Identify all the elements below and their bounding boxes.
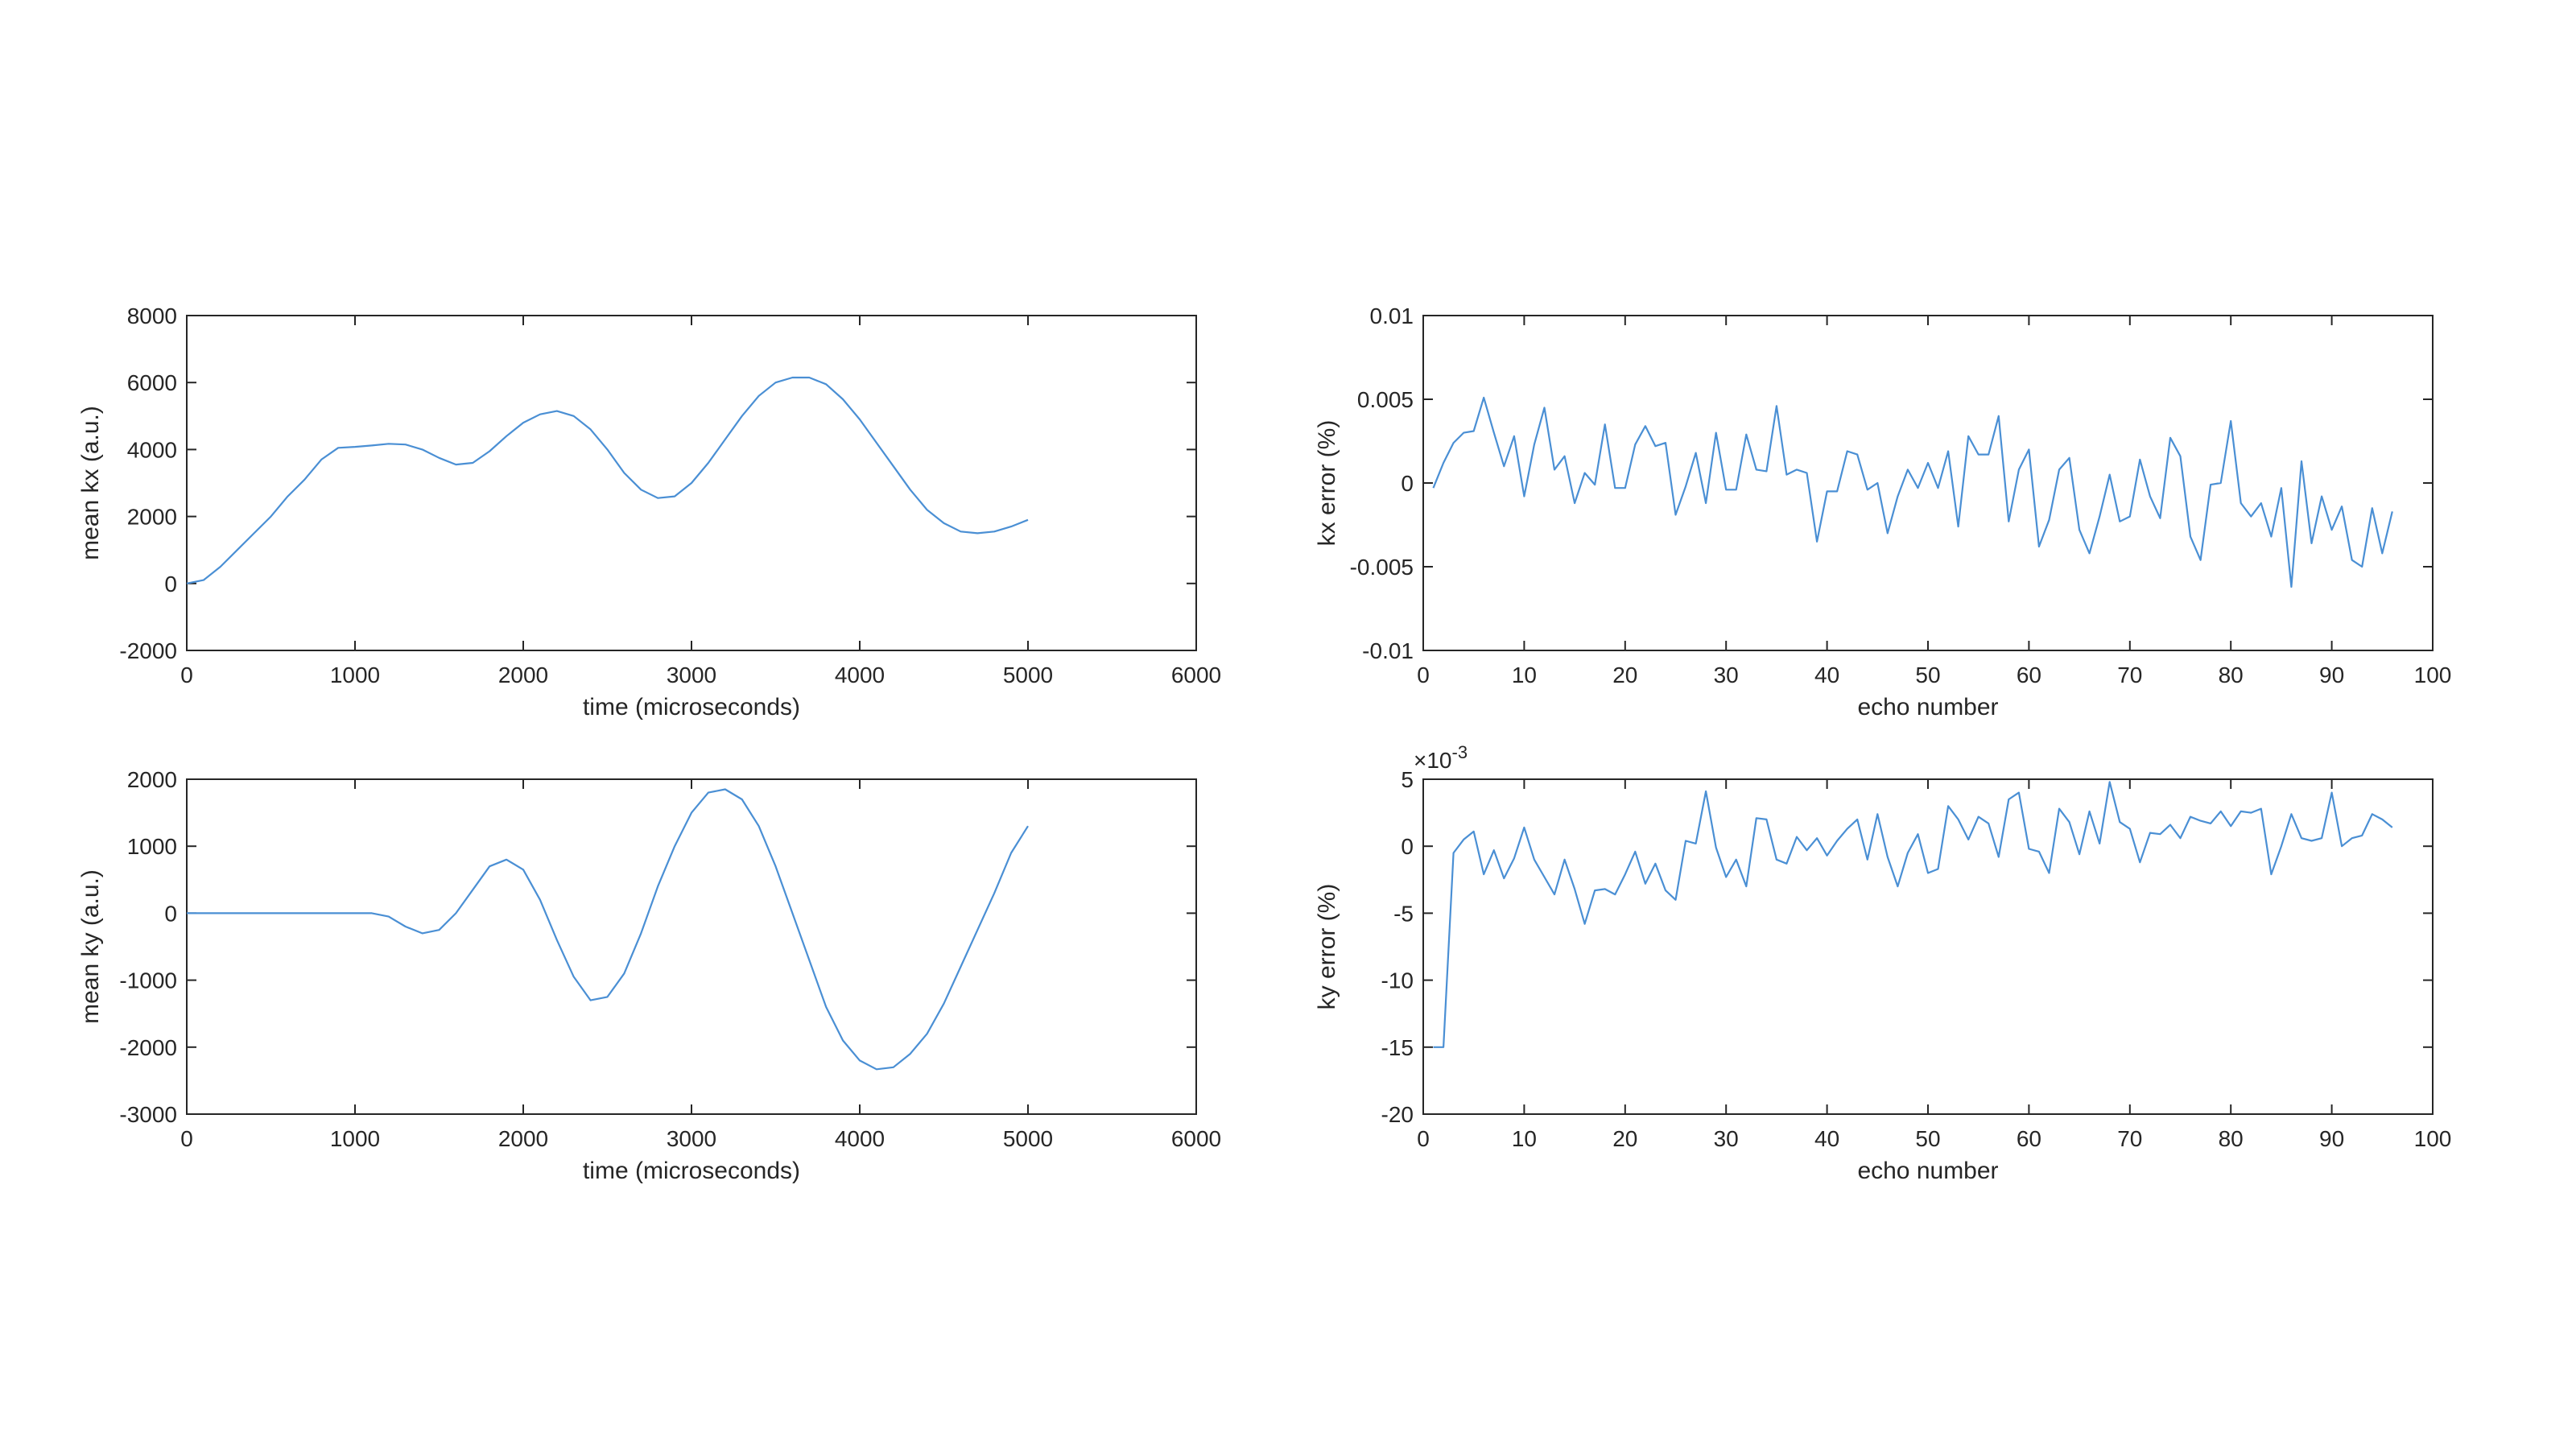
chart-ky-time-xtick-label: 1000 — [330, 1126, 380, 1151]
chart-kx-time-xtick-label: 0 — [180, 663, 193, 687]
chart-kx-time-ylabel: mean kx (a.u.) — [77, 406, 104, 560]
chart-kx-error-xtick-label: 20 — [1612, 663, 1637, 687]
chart-ky-time-ylabel: mean ky (a.u.) — [77, 869, 104, 1024]
chart-ky-time-xtick-label: 4000 — [835, 1126, 885, 1151]
chart-kx-error-ytick-label: -0.01 — [1362, 638, 1414, 663]
chart-ky-error-xtick-label: 70 — [2117, 1126, 2142, 1151]
chart-kx-time: 0 1000 2000 3000 4000 5000 6000-20000200040006… — [77, 303, 1221, 720]
chart-ky-error-xtick-label: 20 — [1612, 1126, 1637, 1151]
chart-kx-time-ytick-label: 0 — [164, 572, 177, 597]
chart-ky-time-axes-box — [186, 778, 1197, 1115]
chart-kx-error-xtick-label: 50 — [1915, 663, 1940, 687]
chart-ky-error-xtick-label: 90 — [2319, 1126, 2344, 1151]
chart-kx-time-xtick-label: 2000 — [498, 663, 548, 687]
chart-kx-time-xtick-label: 5000 — [1003, 663, 1053, 687]
chart-ky-error-ytick-label: 5 — [1401, 767, 1414, 792]
chart-kx-time-ytick-label: 8000 — [127, 303, 177, 328]
chart-ky-time-xtick-label: 6000 — [1171, 1126, 1221, 1151]
chart-ky-time-xtick-label: 3000 — [667, 1126, 716, 1151]
chart-kx-time-xtick-label: 3000 — [667, 663, 716, 687]
chart-kx-time-xtick-label: 6000 — [1171, 663, 1221, 687]
chart-ky-error-xlabel: echo number — [1857, 1158, 1998, 1184]
chart-ky-error-xtick-label: 60 — [2017, 1126, 2041, 1151]
chart-kx-time-xlabel: time (microseconds) — [583, 694, 800, 720]
chart-kx-error-xtick-label: 40 — [1814, 663, 1839, 687]
chart-kx-time-xtick-label: 1000 — [330, 663, 380, 687]
chart-kx-error-xtick-label: 30 — [1714, 663, 1739, 687]
chart-kx-error-ytick-label: -0.005 — [1350, 555, 1414, 580]
chart-ky-error: 0 10 20 30 40 50 60 70 80 90 100 -20 -15 -10 -5 0 5 echo … — [1314, 742, 2451, 1184]
chart-kx-time-ytick-label: 4000 — [127, 437, 177, 462]
chart-ky-error-ylabel: ky error (%) — [1314, 884, 1340, 1010]
chart-ky-error-series-line — [1433, 781, 2393, 1048]
chart-kx-time-ytick-label: 2000 — [127, 505, 177, 530]
chart-kx-error-ytick-label: 0.005 — [1357, 387, 1414, 412]
chart-ky-error-ytick-label: -15 — [1381, 1035, 1414, 1060]
chart-ky-time-ytick-label: 2000 — [127, 767, 177, 792]
chart-ky-time-ytick-label: 1000 — [127, 834, 177, 859]
chart-ky-time-ytick-label: 0 — [164, 901, 177, 926]
chart-ky-error-xtick-label: 80 — [2219, 1126, 2244, 1151]
chart-ky-time-series-line — [187, 788, 1029, 1071]
chart-ky-time-xtick-label: 0 — [180, 1126, 193, 1151]
chart-kx-error-ytick-label: 0 — [1401, 471, 1414, 496]
chart-kx-time-xtick-label: 4000 — [835, 663, 885, 687]
chart-ky-time: 0 1000 2000 3000 4000 5000 6000 -3000 -2000 -1000… — [77, 767, 1221, 1184]
chart-ky-time-xlabel: time (microseconds) — [583, 1158, 800, 1184]
chart-ky-error-axes-box — [1422, 778, 2434, 1115]
chart-ky-error-ytick-label: 0 — [1401, 834, 1414, 859]
chart-kx-error-ytick-label: 0.01 — [1370, 303, 1414, 328]
chart-kx-error-xtick-label: 80 — [2219, 663, 2244, 687]
chart-kx-time-ytick-label: 6000 — [127, 370, 177, 395]
chart-ky-time-ytick-label: -3000 — [119, 1102, 177, 1127]
chart-kx-error-xtick-label: 10 — [1512, 663, 1537, 687]
chart-kx-error-xtick-label: 70 — [2117, 663, 2142, 687]
chart-ky-error-xtick-label: 40 — [1814, 1126, 1839, 1151]
chart-kx-error-xtick-label: 90 — [2319, 663, 2344, 687]
chart-kx-time-ytick-label: -2000 — [119, 638, 177, 663]
chart-ky-error-ytick-label: -5 — [1393, 901, 1414, 926]
chart-ky-error-ytick-label: -20 — [1381, 1102, 1414, 1127]
chart-ky-error-xtick-label: 100 — [2414, 1126, 2452, 1151]
chart-ky-error-xtick-label: 0 — [1417, 1126, 1430, 1151]
chart-ky-error-ytick-label: -10 — [1381, 968, 1414, 993]
chart-kx-error-xtick-label: 60 — [2017, 663, 2041, 687]
chart-ky-error-xtick-label: 10 — [1512, 1126, 1537, 1151]
chart-kx-time-series-line — [186, 376, 1029, 584]
chart-kx-error-xlabel: echo number — [1857, 694, 1998, 720]
chart-ky-error-xtick-label: 30 — [1714, 1126, 1739, 1151]
chart-ky-time-xtick-label: 5000 — [1003, 1126, 1053, 1151]
chart-kx-error: 0 10 20 30 40 50 60 70 80 90 100 -0.01 -0.005 0 0.005 0… — [1314, 303, 2451, 720]
chart-ky-error-scale-exponent: -3 — [1452, 742, 1468, 762]
chart-ky-time-ytick-label: -1000 — [119, 968, 177, 993]
chart-kx-error-ylabel: kx error (%) — [1314, 420, 1340, 547]
chart-ky-time-xtick-label: 2000 — [498, 1126, 548, 1151]
chart-ky-error-xtick-label: 50 — [1915, 1126, 1940, 1151]
chart-ky-time-ytick-label: -2000 — [119, 1035, 177, 1060]
chart-ky-error-scale-label: ×10-3 — [1414, 742, 1468, 773]
chart-kx-error-series-line — [1432, 396, 2393, 588]
chart-kx-error-axes-box — [1422, 315, 2434, 651]
chart-ky-error-scale-base: ×10 — [1414, 748, 1452, 773]
chart-kx-error-xtick-label: 0 — [1417, 663, 1430, 687]
chart-kx-error-xtick-label: 100 — [2414, 663, 2452, 687]
